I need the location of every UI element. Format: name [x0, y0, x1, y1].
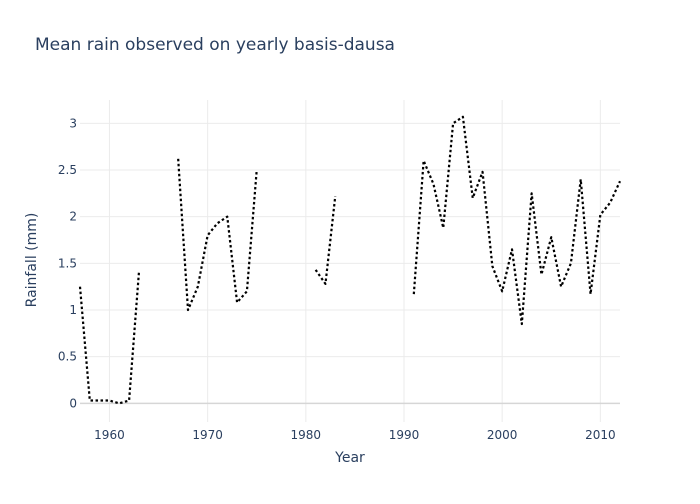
series-line-segment: [177, 158, 258, 312]
x-axis-title: Year: [334, 450, 365, 466]
gridlines: [80, 100, 620, 422]
y-axis-title: Rainfall (mm): [24, 213, 40, 308]
series-line-segment: [412, 115, 622, 326]
y-tick-label: 0: [69, 396, 77, 410]
x-tick-label: 2010: [585, 428, 616, 442]
x-tick-label: 1970: [192, 428, 223, 442]
x-tick-label: 1990: [389, 428, 420, 442]
series-layer: [78, 115, 622, 405]
x-tick-label: 1960: [94, 428, 125, 442]
y-tick-label: 0.5: [58, 350, 77, 364]
chart-title: Mean rain observed on yearly basis-dausa: [35, 35, 395, 55]
y-tick-label: 1: [69, 303, 77, 317]
x-axis-ticks: 1960 1970 1980 1990 2000 2010: [94, 428, 615, 442]
y-tick-label: 1.5: [58, 256, 77, 270]
y-tick-label: 2: [69, 210, 77, 224]
y-tick-label: 3: [69, 116, 77, 130]
series-line-segment: [314, 196, 337, 285]
x-tick-label: 2000: [487, 428, 518, 442]
y-axis-ticks: 0 0.5 1 1.5 2 2.5 3: [58, 116, 77, 410]
x-tick-label: 1980: [291, 428, 322, 442]
y-tick-label: 2.5: [58, 163, 77, 177]
